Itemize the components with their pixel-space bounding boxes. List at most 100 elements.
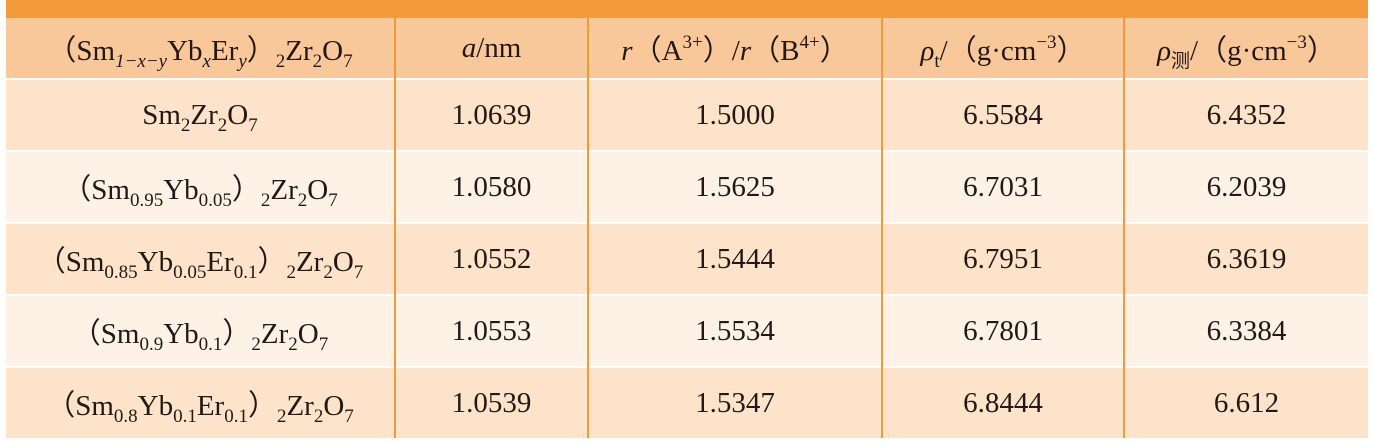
table-row: （Sm0.85Yb0.05Er0.1）2Zr2O7 1.0552 1.5444 6.7… bbox=[6, 222, 1368, 295]
text-run: Zr bbox=[285, 35, 313, 67]
text-run: O bbox=[332, 246, 354, 278]
text-run: 0.1 bbox=[198, 334, 223, 355]
text-run: O bbox=[227, 98, 249, 131]
text-run: −3 bbox=[1286, 32, 1307, 53]
table-cell: Sm2Zr2O7 bbox=[6, 78, 395, 151]
text-run: 0.9 bbox=[139, 334, 164, 355]
table-cell: 1.0553 bbox=[394, 294, 588, 367]
header-row: （Sm1−x−yYbxEry）2Zr2O7 a/nm r（A3+）/r（B4+） ρt… bbox=[6, 18, 1368, 79]
table-body: Sm2Zr2O7 1.0639 1.5000 6.5584 6.4352 （Sm0.95Y… bbox=[6, 78, 1368, 438]
text-run: /（g·cm bbox=[939, 35, 1037, 67]
header-cell: a/nm bbox=[394, 18, 588, 79]
table-cell: （Sm0.95Yb0.05）2Zr2O7 bbox=[6, 150, 395, 223]
table-cell: 6.5584 bbox=[881, 78, 1124, 151]
text-run: 7 bbox=[344, 406, 354, 427]
text-run: ρ bbox=[1157, 35, 1171, 67]
text-run: ） bbox=[231, 174, 261, 206]
text-run: Zr bbox=[260, 318, 289, 350]
text-run: O bbox=[322, 35, 344, 67]
text-run: Zr bbox=[270, 174, 298, 206]
table-cell: 6.8444 bbox=[881, 366, 1124, 438]
text-run: 0.95 bbox=[129, 190, 164, 211]
text-run: ） bbox=[257, 246, 287, 278]
text-run: 0.05 bbox=[198, 190, 232, 211]
text-run: 2 bbox=[313, 406, 324, 427]
text-run: 2 bbox=[217, 114, 228, 136]
table-cell: 1.0539 bbox=[394, 366, 588, 438]
text-run: 0.8 bbox=[113, 406, 138, 427]
table-cell: 1.5625 bbox=[587, 150, 882, 223]
text-run: 0.1 bbox=[233, 262, 258, 283]
text-run: （Sm bbox=[62, 174, 130, 206]
table-cell: 1.0639 bbox=[394, 78, 588, 151]
text-run: Yb bbox=[163, 318, 199, 350]
text-run: 2 bbox=[180, 114, 191, 136]
text-run: ） bbox=[1306, 35, 1336, 67]
table-cell: 6.7801 bbox=[881, 294, 1124, 367]
text-run: （A bbox=[632, 35, 683, 67]
text-run: /nm bbox=[476, 31, 522, 64]
text-run: 2 bbox=[323, 262, 333, 283]
text-run: 7 bbox=[248, 114, 258, 136]
text-run: ） bbox=[222, 318, 252, 350]
table-cell: 1.5534 bbox=[587, 294, 882, 367]
header-cell: ρ测/（g·cm−3） bbox=[1123, 18, 1368, 79]
text-run: Yb bbox=[167, 35, 203, 67]
table-row: （Sm0.9Yb0.1）2Zr2O7 1.0553 1.5534 6.7801 6.33… bbox=[6, 294, 1368, 367]
text-run: ）/ bbox=[702, 35, 740, 67]
table-cell: 1.0552 bbox=[394, 222, 588, 295]
text-run: y bbox=[238, 51, 247, 72]
table-cell: 6.3384 bbox=[1123, 294, 1368, 367]
text-run: ） bbox=[819, 35, 849, 67]
text-run: （B bbox=[751, 35, 800, 67]
text-run: a bbox=[461, 31, 477, 64]
table-cell: 1.5444 bbox=[587, 222, 882, 295]
text-run: Yb bbox=[163, 174, 199, 206]
text-run: 4+ bbox=[799, 32, 820, 53]
text-run: ρ bbox=[920, 35, 935, 67]
header-cell: ρt/（g·cm−3） bbox=[881, 18, 1124, 79]
text-run: x bbox=[202, 51, 211, 72]
text-run: 2 bbox=[251, 334, 261, 355]
text-run: Yb bbox=[137, 246, 174, 278]
text-run: Zr bbox=[190, 98, 218, 131]
text-run: 0.1 bbox=[224, 406, 248, 427]
text-run: 7 bbox=[318, 334, 329, 355]
text-run: 2 bbox=[286, 262, 296, 283]
table-cell: 6.612 bbox=[1123, 366, 1368, 438]
text-run: ） bbox=[246, 35, 276, 67]
table-cell: （Sm0.8Yb0.1Er0.1）2Zr2O7 bbox=[6, 366, 395, 438]
text-run: t bbox=[934, 51, 940, 72]
table-row: （Sm0.8Yb0.1Er0.1）2Zr2O7 1.0539 1.5347 6.844… bbox=[6, 366, 1368, 438]
text-run: 2 bbox=[288, 334, 298, 355]
text-run: O bbox=[323, 390, 345, 422]
table-cell: 1.5347 bbox=[587, 366, 882, 438]
text-run: 2 bbox=[260, 190, 271, 211]
text-run: Er bbox=[210, 35, 239, 67]
top-bar bbox=[6, 0, 1368, 18]
text-run: 测 bbox=[1171, 51, 1191, 72]
text-run: ） bbox=[247, 390, 277, 422]
header-cell: r（A3+）/r（B4+） bbox=[587, 18, 882, 79]
text-run: 2 bbox=[312, 51, 323, 72]
text-run: Sm bbox=[142, 98, 181, 131]
table-cell: 1.5000 bbox=[587, 78, 882, 151]
text-run: 0.1 bbox=[173, 406, 197, 427]
text-run: /（g·cm bbox=[1190, 35, 1287, 67]
text-run: 7 bbox=[328, 190, 338, 211]
table-cell: （Sm0.9Yb0.1）2Zr2O7 bbox=[6, 294, 395, 367]
text-run: Yb bbox=[137, 390, 174, 422]
text-run: −3 bbox=[1036, 32, 1057, 53]
text-run: O bbox=[307, 174, 329, 206]
table-cell: （Sm0.85Yb0.05Er0.1）2Zr2O7 bbox=[6, 222, 395, 295]
data-table: （Sm1−x−yYbxEry）2Zr2O7 a/nm r（A3+）/r（B4+） ρt… bbox=[6, 18, 1368, 438]
text-run: 0.85 bbox=[104, 262, 138, 283]
text-run: O bbox=[297, 318, 319, 350]
table-cell: 1.0580 bbox=[394, 150, 588, 223]
text-run: （Sm bbox=[71, 318, 140, 350]
table-cell: 6.2039 bbox=[1123, 150, 1368, 223]
table-row: Sm2Zr2O7 1.0639 1.5000 6.5584 6.4352 bbox=[6, 78, 1368, 151]
text-run: Zr bbox=[286, 390, 314, 422]
text-run: （Sm bbox=[46, 390, 114, 422]
